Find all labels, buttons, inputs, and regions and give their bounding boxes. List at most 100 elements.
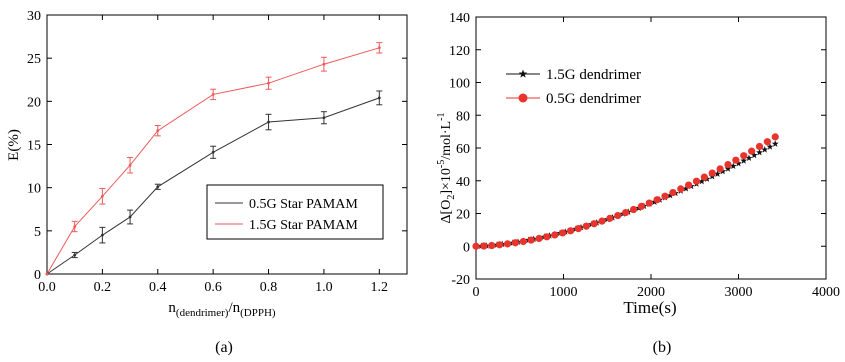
chart-b-ytick-label: 120 — [449, 44, 470, 59]
chart-a-point — [267, 120, 270, 124]
chart-b-ytick-label: 80 — [456, 109, 470, 124]
chart-b-point-circle — [503, 240, 512, 248]
chart-b-point-circle — [708, 169, 716, 177]
panel-label-a: (a) — [215, 339, 233, 356]
chart-b-point-circle — [496, 241, 504, 249]
chart-b-ylabel: Δ[O2]×10-5/mol·L-1 — [436, 113, 457, 224]
chart-b-point-circle — [606, 214, 614, 222]
chart-b-point-star — [666, 191, 674, 199]
chart-a-ytick-label: 0 — [34, 268, 41, 283]
chart-b-ytick-label: 100 — [449, 77, 470, 92]
chart-a-ticks: 0.0 0.2 0.4 0.6 0.8 1.0 1.2 0 5 10 15 20 25 30 — [27, 9, 407, 295]
chart-a-point — [156, 129, 160, 133]
chart-a-point — [322, 62, 326, 66]
chart-a-point — [211, 150, 215, 154]
chart-b-point-circle — [582, 222, 590, 230]
chart-a-point — [211, 93, 215, 96]
chart-b-point-star — [735, 159, 742, 167]
chart-a-xtick-label: 0.2 — [94, 280, 112, 295]
chart-b-point-star — [714, 170, 721, 177]
chart-a-xtick-label: 0.4 — [149, 280, 167, 295]
chart-b-point-circle — [472, 242, 480, 250]
chart-a-legend-box — [206, 184, 384, 240]
chart-b-xtick-label: 3000 — [725, 285, 753, 300]
chart-b-legend-marker-1 — [506, 93, 540, 103]
chart-a-ytick-label: 20 — [27, 95, 41, 110]
chart-b-point-circle — [661, 192, 669, 200]
chart-b-point-circle — [771, 133, 779, 141]
chart-b-xtick-label: 0 — [473, 285, 480, 300]
chart-a-ytick-label: 30 — [27, 9, 41, 24]
chart-b-point-star — [771, 140, 779, 147]
chart-a-point — [45, 272, 49, 276]
chart-b-legend-label-0: 1.5G dendrimer — [546, 67, 641, 83]
chart-b-legend: 1.5G dendrimer 0.5G dendrimer — [506, 67, 641, 107]
chart-a-legend: 0.5G Star PAMAM 1.5G Star PAMAM — [206, 184, 384, 240]
chart-a-point — [128, 215, 132, 219]
chart-a-xlabel: n(dendrimer)/n(DPPH) — [168, 300, 275, 319]
chart-a-point — [377, 96, 381, 100]
chart-b-point-circle — [566, 227, 575, 235]
chart-b-point-circle — [551, 231, 559, 239]
chart-b-point-star — [682, 184, 690, 192]
chart-b-xtick-label: 4000 — [812, 285, 840, 300]
chart-a-ytick-label: 15 — [27, 139, 41, 154]
panel-label-b: (b) — [653, 339, 672, 356]
chart-b-ytick-label: 140 — [449, 11, 470, 26]
chart-b-point-circle — [527, 236, 535, 244]
chart-b-point-circle — [488, 241, 496, 250]
chart-b-point-star — [756, 148, 763, 156]
chart-b-ytick-label: 20 — [456, 208, 470, 223]
chart-b-point-star — [761, 146, 769, 153]
chart-b-point-circle — [511, 239, 519, 247]
chart-b-point-circle — [535, 234, 543, 243]
chart-a-point — [156, 185, 160, 189]
chart-a-series-line-1 — [46, 47, 380, 275]
chart-b-point-circle — [700, 173, 708, 181]
chart-b-point-star — [740, 157, 748, 164]
chart-a-point — [100, 233, 104, 237]
chart-b-point-circle — [732, 156, 740, 164]
chart-b-ytick-label: 40 — [456, 175, 470, 190]
chart-b-point-circle — [755, 142, 764, 151]
chart-b-xtick-label: 1000 — [550, 285, 578, 300]
chart-a-ylabel: E(%) — [6, 129, 22, 161]
chart-a-ytick-label: 5 — [34, 225, 41, 240]
chart-a-xtick-label: 0.0 — [38, 280, 56, 295]
chart-a-point — [267, 81, 270, 85]
chart-a-point — [128, 163, 132, 167]
chart-b-point-circle — [692, 177, 701, 185]
chart-a-legend-label-0: 0.5G Star PAMAM — [249, 197, 358, 212]
chart-b-point-circle — [763, 138, 771, 146]
chart-b-ytick-label: 0 — [463, 240, 470, 255]
chart-b-point-circle — [645, 199, 653, 207]
chart-b-point-circle — [629, 205, 638, 214]
chart-b-point-circle — [590, 220, 598, 228]
chart-a-series — [45, 42, 383, 276]
chart-a-ytick-label: 10 — [27, 182, 41, 197]
chart-b-legend-label-1: 0.5G dendrimer — [546, 91, 641, 107]
chart-b-point-circle — [614, 211, 622, 220]
chart-b-point-star — [766, 143, 774, 150]
chart-b-point-circle — [637, 202, 645, 210]
chart-b-point-circle — [519, 237, 527, 246]
chart-b-point-circle — [653, 196, 661, 204]
chart-b-point-circle — [559, 229, 567, 237]
chart-b-point-circle — [543, 233, 551, 241]
chart-b-point-star — [729, 162, 737, 170]
chart-a-ytick-label: 25 — [27, 52, 41, 67]
chart-a-point — [73, 253, 77, 257]
chart-b-point-circle — [724, 160, 732, 169]
chart-a-xtick-label: 1.0 — [315, 280, 333, 295]
chart-b-point-circle — [669, 188, 677, 197]
chart-b-point-circle — [598, 217, 606, 225]
chart-b-point-circle — [716, 165, 724, 173]
chart-a: 0.0 0.2 0.4 0.6 0.8 1.0 1.2 0 5 10 15 20 25 30 E(%) n… — [6, 9, 408, 356]
chart-b-point-circle — [622, 208, 630, 217]
chart-a-point — [73, 225, 77, 228]
chart-b-point-star — [698, 177, 706, 185]
chart-b-point-star — [745, 154, 753, 161]
chart-b-legend-marker-0 — [506, 69, 540, 78]
